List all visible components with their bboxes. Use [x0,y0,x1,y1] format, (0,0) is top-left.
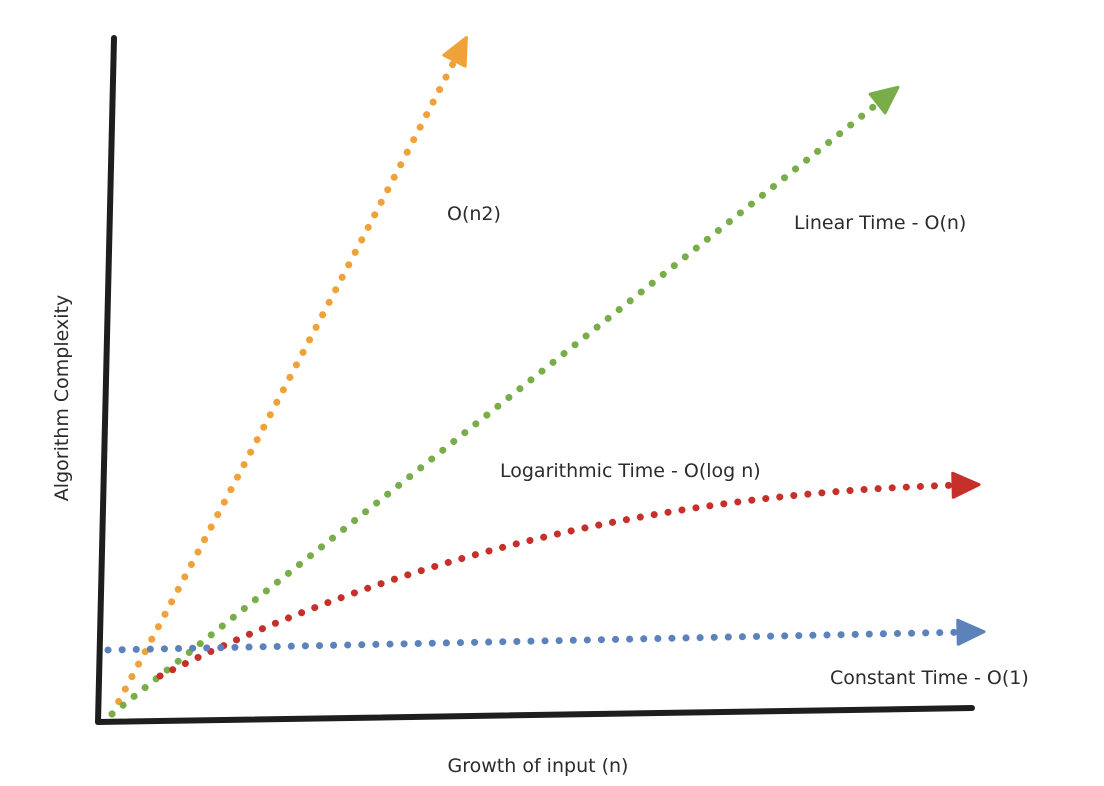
series-line-constant [104,628,974,654]
label-quadratic: O(n2) [447,203,501,225]
series-linear [108,85,900,718]
y-axis-line [95,35,117,725]
label-constant: Constant Time - O(1) [830,667,1029,689]
label-linear: Linear Time - O(n) [794,212,966,234]
series-labels: O(n2) Linear Time - O(n) Logarithmic Tim… [447,203,1029,689]
arrowhead-linear [868,85,900,115]
x-axis-label: Growth of input (n) [448,755,629,777]
arrowhead-constant [956,618,986,646]
series-layer [104,36,986,718]
series-log [156,471,981,680]
label-log: Logarithmic Time - O(log n) [500,460,761,482]
series-line-linear [108,92,891,718]
series-line-quadratic [108,46,464,718]
x-axis-line [95,705,975,725]
y-axis-label: Algorithm Complexity [51,295,73,501]
axes [95,35,975,725]
arrowhead-quadratic [442,36,468,68]
series-quadratic [108,36,468,718]
series-line-log [156,481,969,680]
series-constant [104,618,986,654]
arrowhead-log [951,471,981,499]
